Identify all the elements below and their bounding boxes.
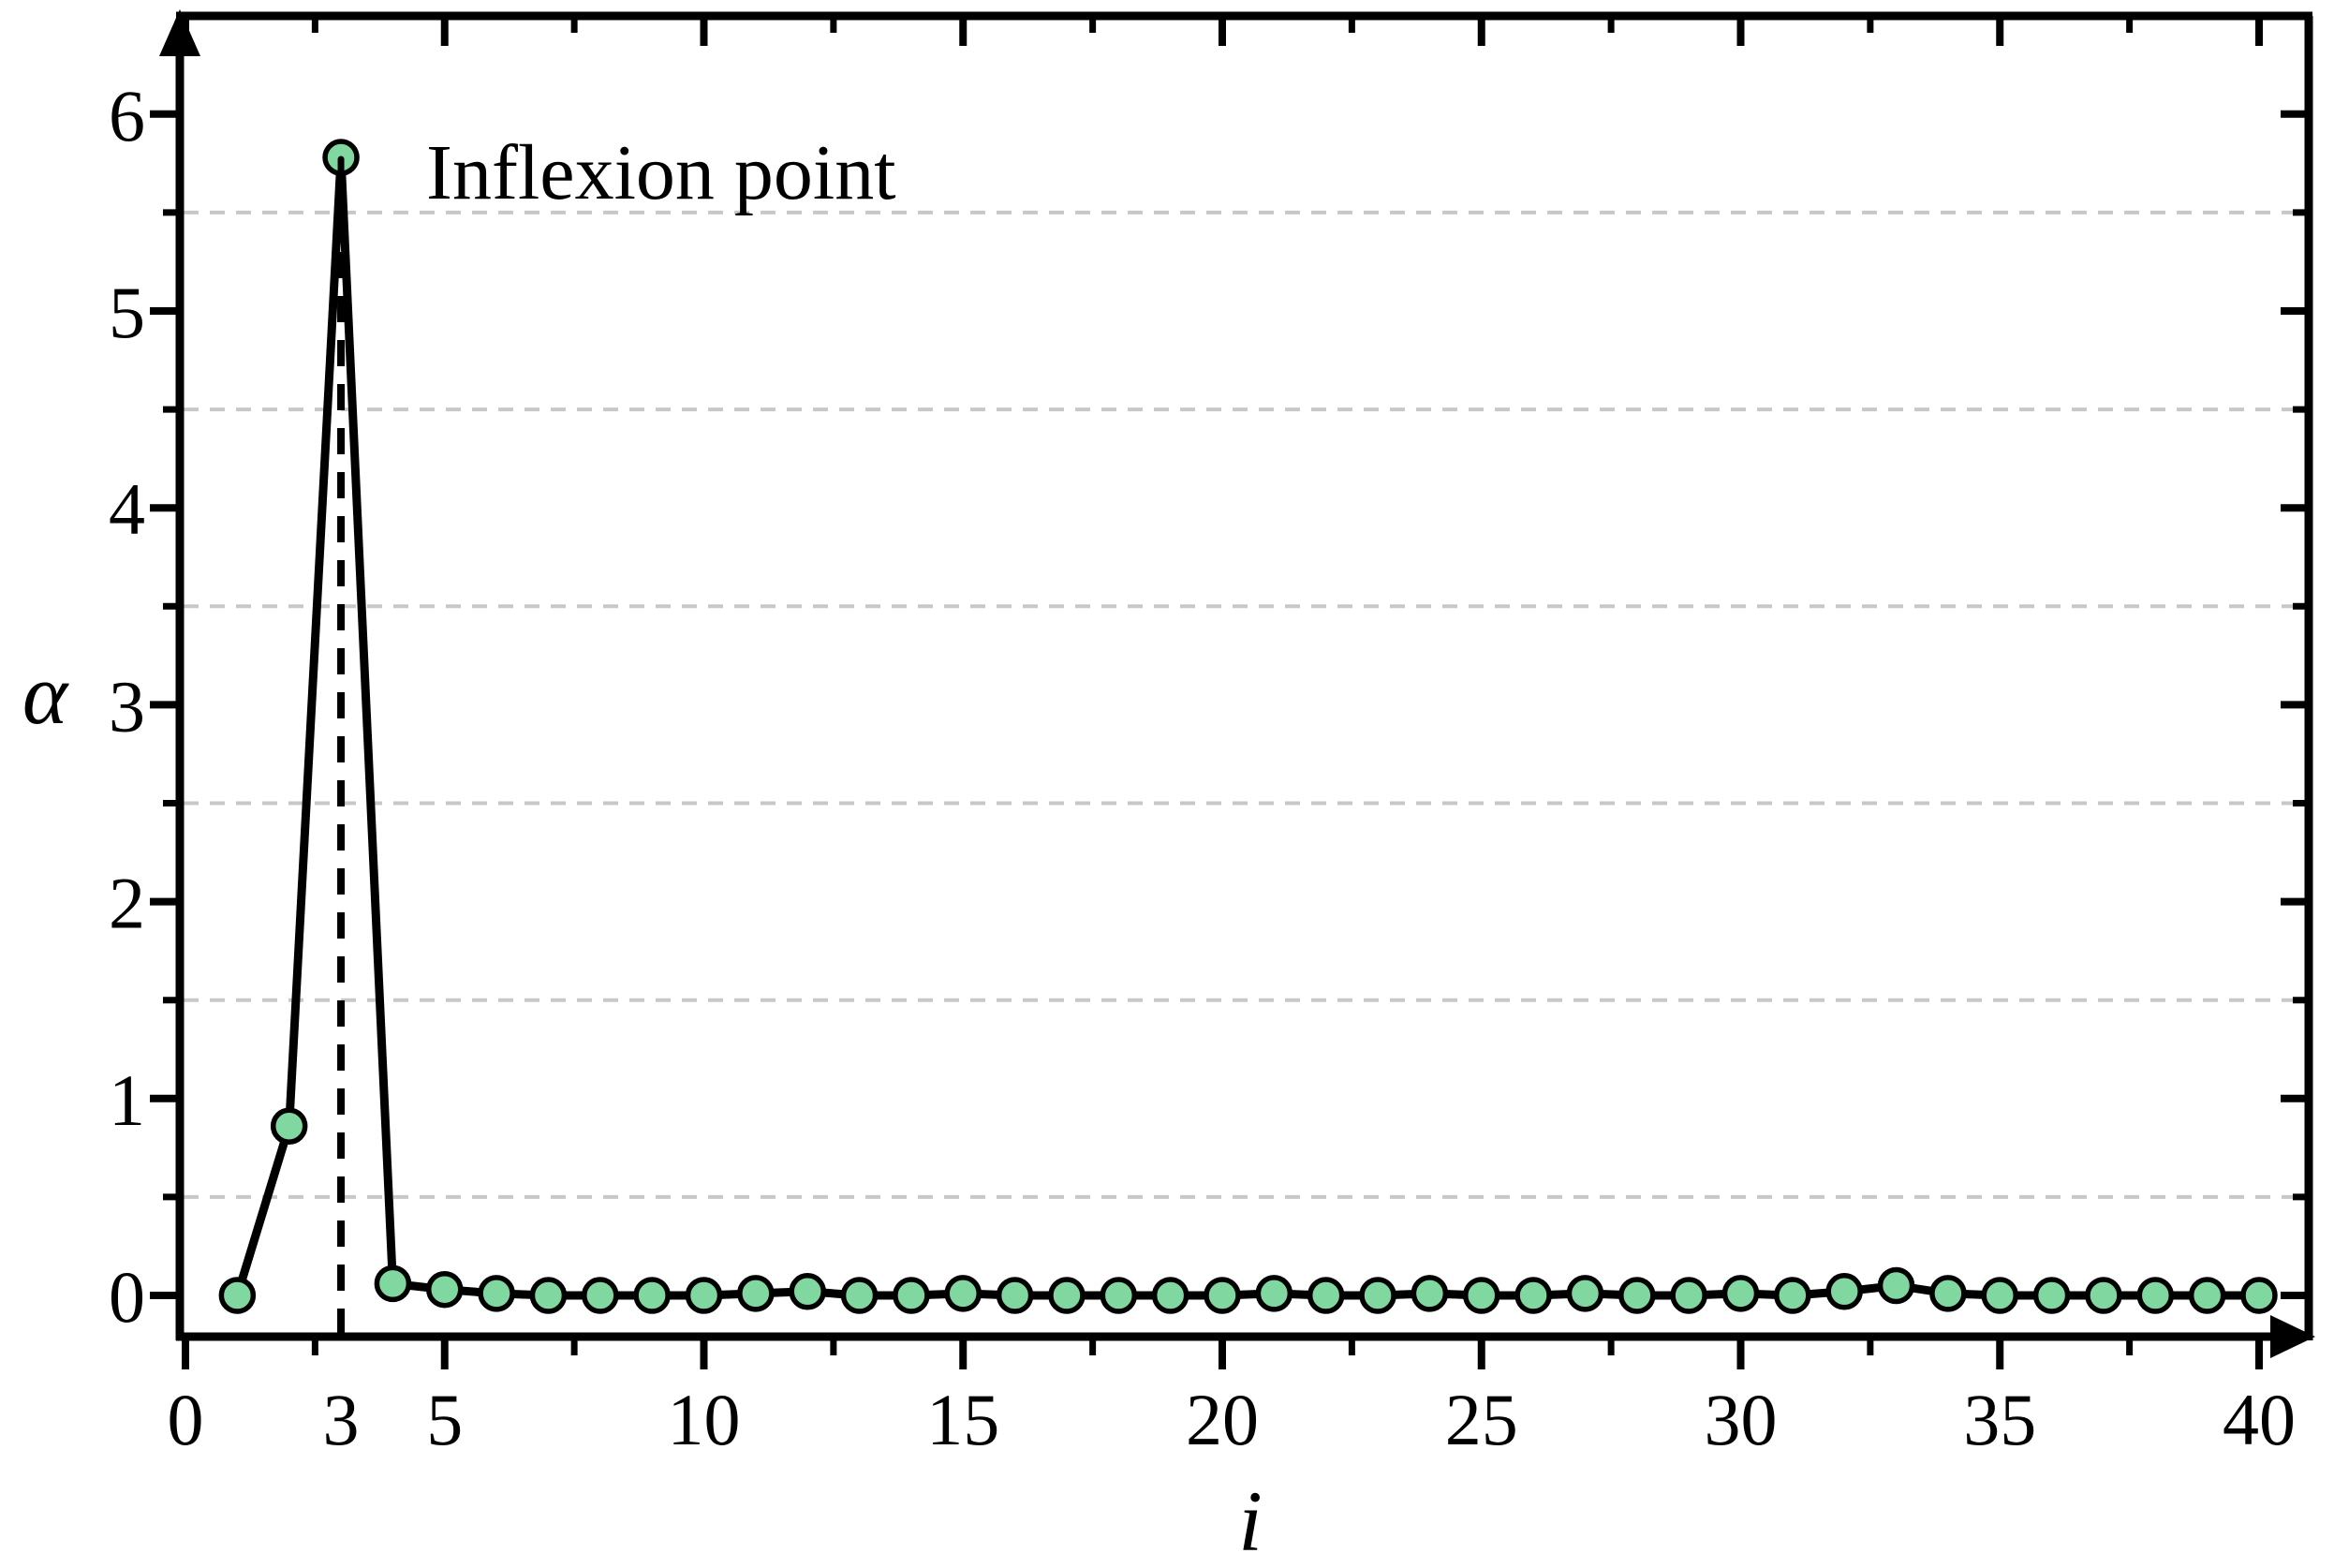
data-point-marker [1255, 1275, 1293, 1312]
data-point-marker [2188, 1277, 2226, 1314]
data-point-marker [2240, 1277, 2278, 1314]
y-axis-label: α [22, 646, 69, 742]
data-point-marker [529, 1277, 568, 1314]
data-point-marker [2032, 1277, 2071, 1314]
data-point-marker [1359, 1277, 1396, 1314]
y-tick-label: 4 [109, 468, 145, 550]
data-point-marker [478, 1275, 515, 1312]
data-point-marker [270, 1107, 308, 1145]
x-tick-label: 35 [1963, 1379, 2036, 1460]
data-point-marker [996, 1277, 1034, 1314]
data-point-marker [1566, 1275, 1604, 1312]
x-extra-tick-label: 3 [323, 1379, 360, 1460]
data-point-marker [633, 1277, 671, 1314]
series-line [232, 153, 2264, 1300]
x-axis-label: i [1238, 1473, 1263, 1568]
data-point-marker [426, 1270, 464, 1309]
x-tick-label: 5 [426, 1379, 463, 1460]
data-point-marker [1151, 1277, 1189, 1314]
data-point-marker [1514, 1277, 1552, 1314]
data-point-marker [685, 1277, 723, 1314]
x-tick-label: 30 [1705, 1379, 1778, 1460]
data-point-marker [944, 1275, 982, 1312]
data-point-marker [737, 1275, 775, 1312]
x-tick-label: 40 [2223, 1379, 2296, 1460]
data-point-marker [218, 1277, 257, 1314]
y-tick-label: 2 [109, 863, 145, 944]
y-tick-label: 3 [109, 665, 145, 747]
data-point-marker [1981, 1277, 2018, 1314]
data-point-marker [2136, 1277, 2175, 1314]
data-series [218, 139, 2278, 1314]
y-axis-arrow-icon [159, 9, 200, 56]
x-tick-label: 25 [1445, 1379, 1518, 1460]
data-point-marker [893, 1277, 930, 1314]
y-tick-label: 5 [109, 272, 145, 353]
data-point-marker [1670, 1277, 1707, 1314]
data-point-marker [1877, 1266, 1915, 1305]
data-point-marker [1721, 1275, 1760, 1312]
data-point-marker [1411, 1275, 1449, 1312]
data-point-marker [1463, 1277, 1500, 1314]
axis-ticks [150, 16, 2309, 1369]
data-point-marker [1618, 1277, 1656, 1314]
gridlines [184, 210, 2305, 1199]
x-tick-label: 20 [1186, 1379, 1259, 1460]
data-point-marker [840, 1277, 879, 1314]
x-tick-label: 0 [168, 1379, 204, 1460]
data-point-marker [1204, 1277, 1241, 1314]
axes [175, 11, 2313, 1341]
y-tick-label: 0 [109, 1256, 145, 1338]
x-axis-arrow-icon [2270, 1315, 2315, 1358]
inflexion-annotation: Inflexion point [426, 129, 896, 216]
x-tick-label: 10 [668, 1379, 741, 1460]
data-point-marker [1825, 1273, 1863, 1310]
data-point-marker [1929, 1275, 1967, 1312]
y-tick-label: 6 [109, 75, 145, 156]
data-point-marker [2085, 1277, 2122, 1314]
data-point-marker [374, 1265, 412, 1303]
data-point-marker [1307, 1277, 1345, 1314]
x-tick-label: 15 [926, 1379, 999, 1460]
data-point-marker [582, 1277, 619, 1314]
data-point-marker [1774, 1277, 1811, 1314]
data-point-marker [1100, 1277, 1138, 1314]
y-tick-label: 1 [109, 1059, 145, 1141]
data-point-marker [1048, 1277, 1086, 1314]
data-point-marker [789, 1273, 826, 1310]
